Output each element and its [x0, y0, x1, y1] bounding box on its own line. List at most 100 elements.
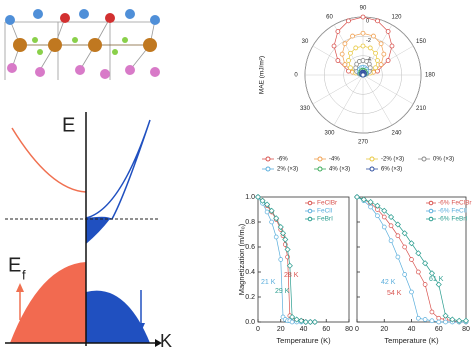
data-point	[378, 62, 384, 67]
r-tick-label: 0	[366, 18, 369, 24]
data-point	[342, 41, 348, 47]
data-point	[360, 43, 366, 49]
data-point	[373, 65, 378, 71]
y-axis-label: MAE (mJ/m²)	[259, 56, 266, 94]
theta-tick-label: 120	[391, 15, 402, 21]
data-point	[302, 318, 309, 326]
legend-marker	[317, 166, 323, 172]
legend-marker	[307, 208, 313, 214]
data-point	[388, 213, 395, 221]
annotation: 28 K	[284, 272, 299, 279]
data-point	[353, 45, 359, 51]
series-line	[257, 196, 315, 323]
data-point	[443, 319, 448, 325]
data-point	[429, 309, 435, 315]
data-point	[375, 213, 380, 219]
data-point	[284, 246, 291, 253]
legend-label: -6% FeClI	[438, 208, 467, 215]
data-point	[331, 43, 337, 49]
x-tick-label: 20	[277, 326, 285, 333]
x-tick-label: 60	[435, 326, 443, 333]
legend-label: -6%	[277, 157, 288, 163]
data-point	[402, 272, 408, 277]
series-line	[257, 196, 315, 323]
annotation: 42 K	[381, 279, 396, 286]
data-point	[378, 41, 384, 47]
data-point	[381, 224, 387, 230]
theta-tick-label: 210	[416, 106, 427, 112]
fermi-label: E	[8, 254, 21, 276]
legend-marker	[428, 216, 434, 222]
data-point	[289, 319, 295, 325]
grid-spoke	[362, 74, 414, 105]
data-point	[415, 269, 421, 275]
legend-label: -4%	[329, 157, 340, 163]
data-point	[279, 230, 287, 237]
data-point	[373, 50, 378, 56]
data-point	[435, 281, 442, 288]
data-point	[415, 315, 421, 321]
legend-label: FeClI	[317, 208, 333, 215]
legend-marker	[369, 156, 375, 162]
data-point	[456, 317, 463, 324]
theta-tick-label: 300	[324, 131, 335, 137]
data-point	[307, 318, 314, 326]
x-axis-label: Temperature (K)	[384, 336, 439, 345]
data-point	[388, 223, 394, 229]
x-tick-label: 0	[256, 326, 260, 333]
fermi-subscript: f	[22, 267, 26, 282]
data-point	[422, 282, 428, 287]
legend-label: 2% (×3)	[277, 167, 298, 173]
data-point	[436, 319, 442, 325]
data-point	[408, 240, 415, 247]
data-point	[429, 318, 435, 324]
plot-frame	[257, 196, 350, 323]
legend-label: 6% (×3)	[381, 167, 402, 173]
data-point	[269, 219, 274, 225]
data-point	[350, 33, 355, 39]
data-point	[395, 233, 401, 239]
data-point	[375, 58, 380, 63]
theta-tick-label: 330	[300, 106, 311, 112]
legend-marker	[265, 166, 271, 172]
data-point	[346, 58, 351, 63]
energy-label: E	[62, 114, 75, 136]
legend-label: 0% (×3)	[433, 157, 454, 163]
data-point	[409, 289, 414, 295]
x-axis-label: Temperature (K)	[276, 336, 331, 345]
data-point	[293, 316, 300, 323]
legend-label: 4% (×3)	[329, 167, 350, 173]
data-point	[449, 316, 456, 323]
legend-marker	[369, 166, 375, 172]
data-point	[360, 14, 366, 20]
data-point	[360, 196, 367, 203]
y-tick-label: 0.8	[245, 219, 255, 226]
legend-label: FeBrI	[317, 216, 333, 223]
data-point	[394, 221, 401, 228]
data-point	[422, 260, 429, 267]
y-tick-label: 1.0	[245, 194, 255, 201]
crystal-structure	[4, 9, 160, 80]
x-tick-label: 40	[408, 326, 416, 333]
legend-marker	[307, 200, 313, 206]
data-point	[289, 313, 296, 321]
data-point	[388, 238, 394, 244]
data-point	[401, 230, 408, 237]
y-tick-label: 0.4	[245, 269, 255, 276]
grid-spoke	[312, 74, 364, 105]
data-point	[273, 215, 280, 222]
data-point	[360, 72, 366, 78]
legend-marker	[307, 216, 313, 222]
data-point	[462, 317, 470, 324]
annotation: 29 K	[275, 288, 290, 295]
theta-tick-label: 240	[391, 131, 402, 137]
legend-marker	[428, 208, 434, 214]
data-point	[402, 244, 408, 250]
data-point	[311, 318, 318, 326]
data-point	[428, 270, 435, 277]
data-point	[268, 207, 275, 214]
data-point	[422, 317, 428, 322]
data-point	[389, 43, 395, 49]
series-line	[257, 196, 315, 323]
